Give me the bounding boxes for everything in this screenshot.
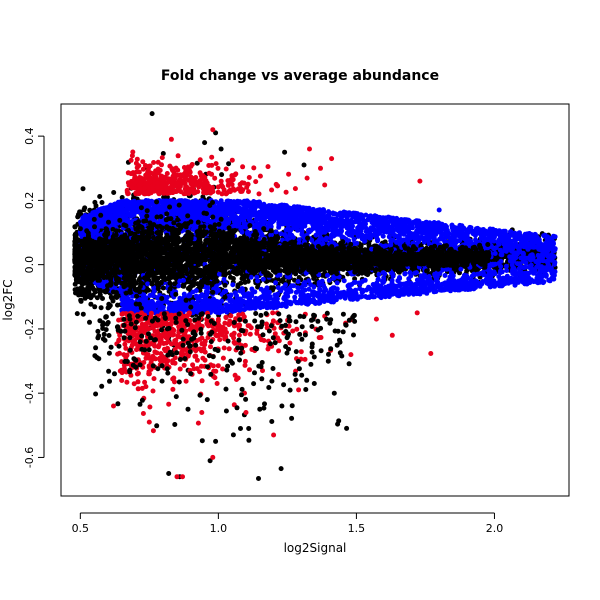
data-point-black <box>93 203 99 209</box>
data-point-black <box>115 302 120 308</box>
data-point-black <box>119 195 125 200</box>
data-point-black <box>146 287 151 293</box>
data-point-black <box>219 172 225 178</box>
data-point-black <box>87 286 92 292</box>
data-point-black <box>75 214 81 220</box>
data-point-black <box>92 289 98 295</box>
data-point-black <box>73 287 79 293</box>
data-point-black <box>80 186 86 192</box>
data-point-black <box>77 209 83 215</box>
data-point-black <box>81 207 87 213</box>
data-point-black <box>105 305 111 311</box>
data-point-black <box>88 295 94 301</box>
data-point-black <box>358 243 364 249</box>
data-point-black <box>181 283 187 289</box>
data-point-blue <box>323 287 329 293</box>
data-point-black <box>160 151 166 156</box>
data-point-black <box>88 301 94 307</box>
data-point-black <box>94 295 100 301</box>
data-point-black <box>74 311 80 317</box>
data-point-black <box>194 160 200 166</box>
chart-title: Fold change vs average abundance <box>161 68 439 84</box>
data-point-black <box>110 298 116 304</box>
data-point-black <box>97 194 103 199</box>
data-point-black <box>80 311 86 317</box>
data-point-black <box>78 297 84 303</box>
data-point-black <box>111 190 117 195</box>
data-point-black <box>98 305 104 311</box>
data-points <box>72 111 558 481</box>
data-point-blue <box>145 281 151 287</box>
data-point-blue <box>376 272 382 277</box>
data-point-blue <box>260 276 266 282</box>
data-point-black <box>226 161 232 167</box>
data-point-black <box>106 333 112 338</box>
data-point-black <box>99 200 105 205</box>
data-point-blue <box>334 280 340 286</box>
data-point-black <box>87 319 92 325</box>
data-point-black <box>238 280 244 286</box>
